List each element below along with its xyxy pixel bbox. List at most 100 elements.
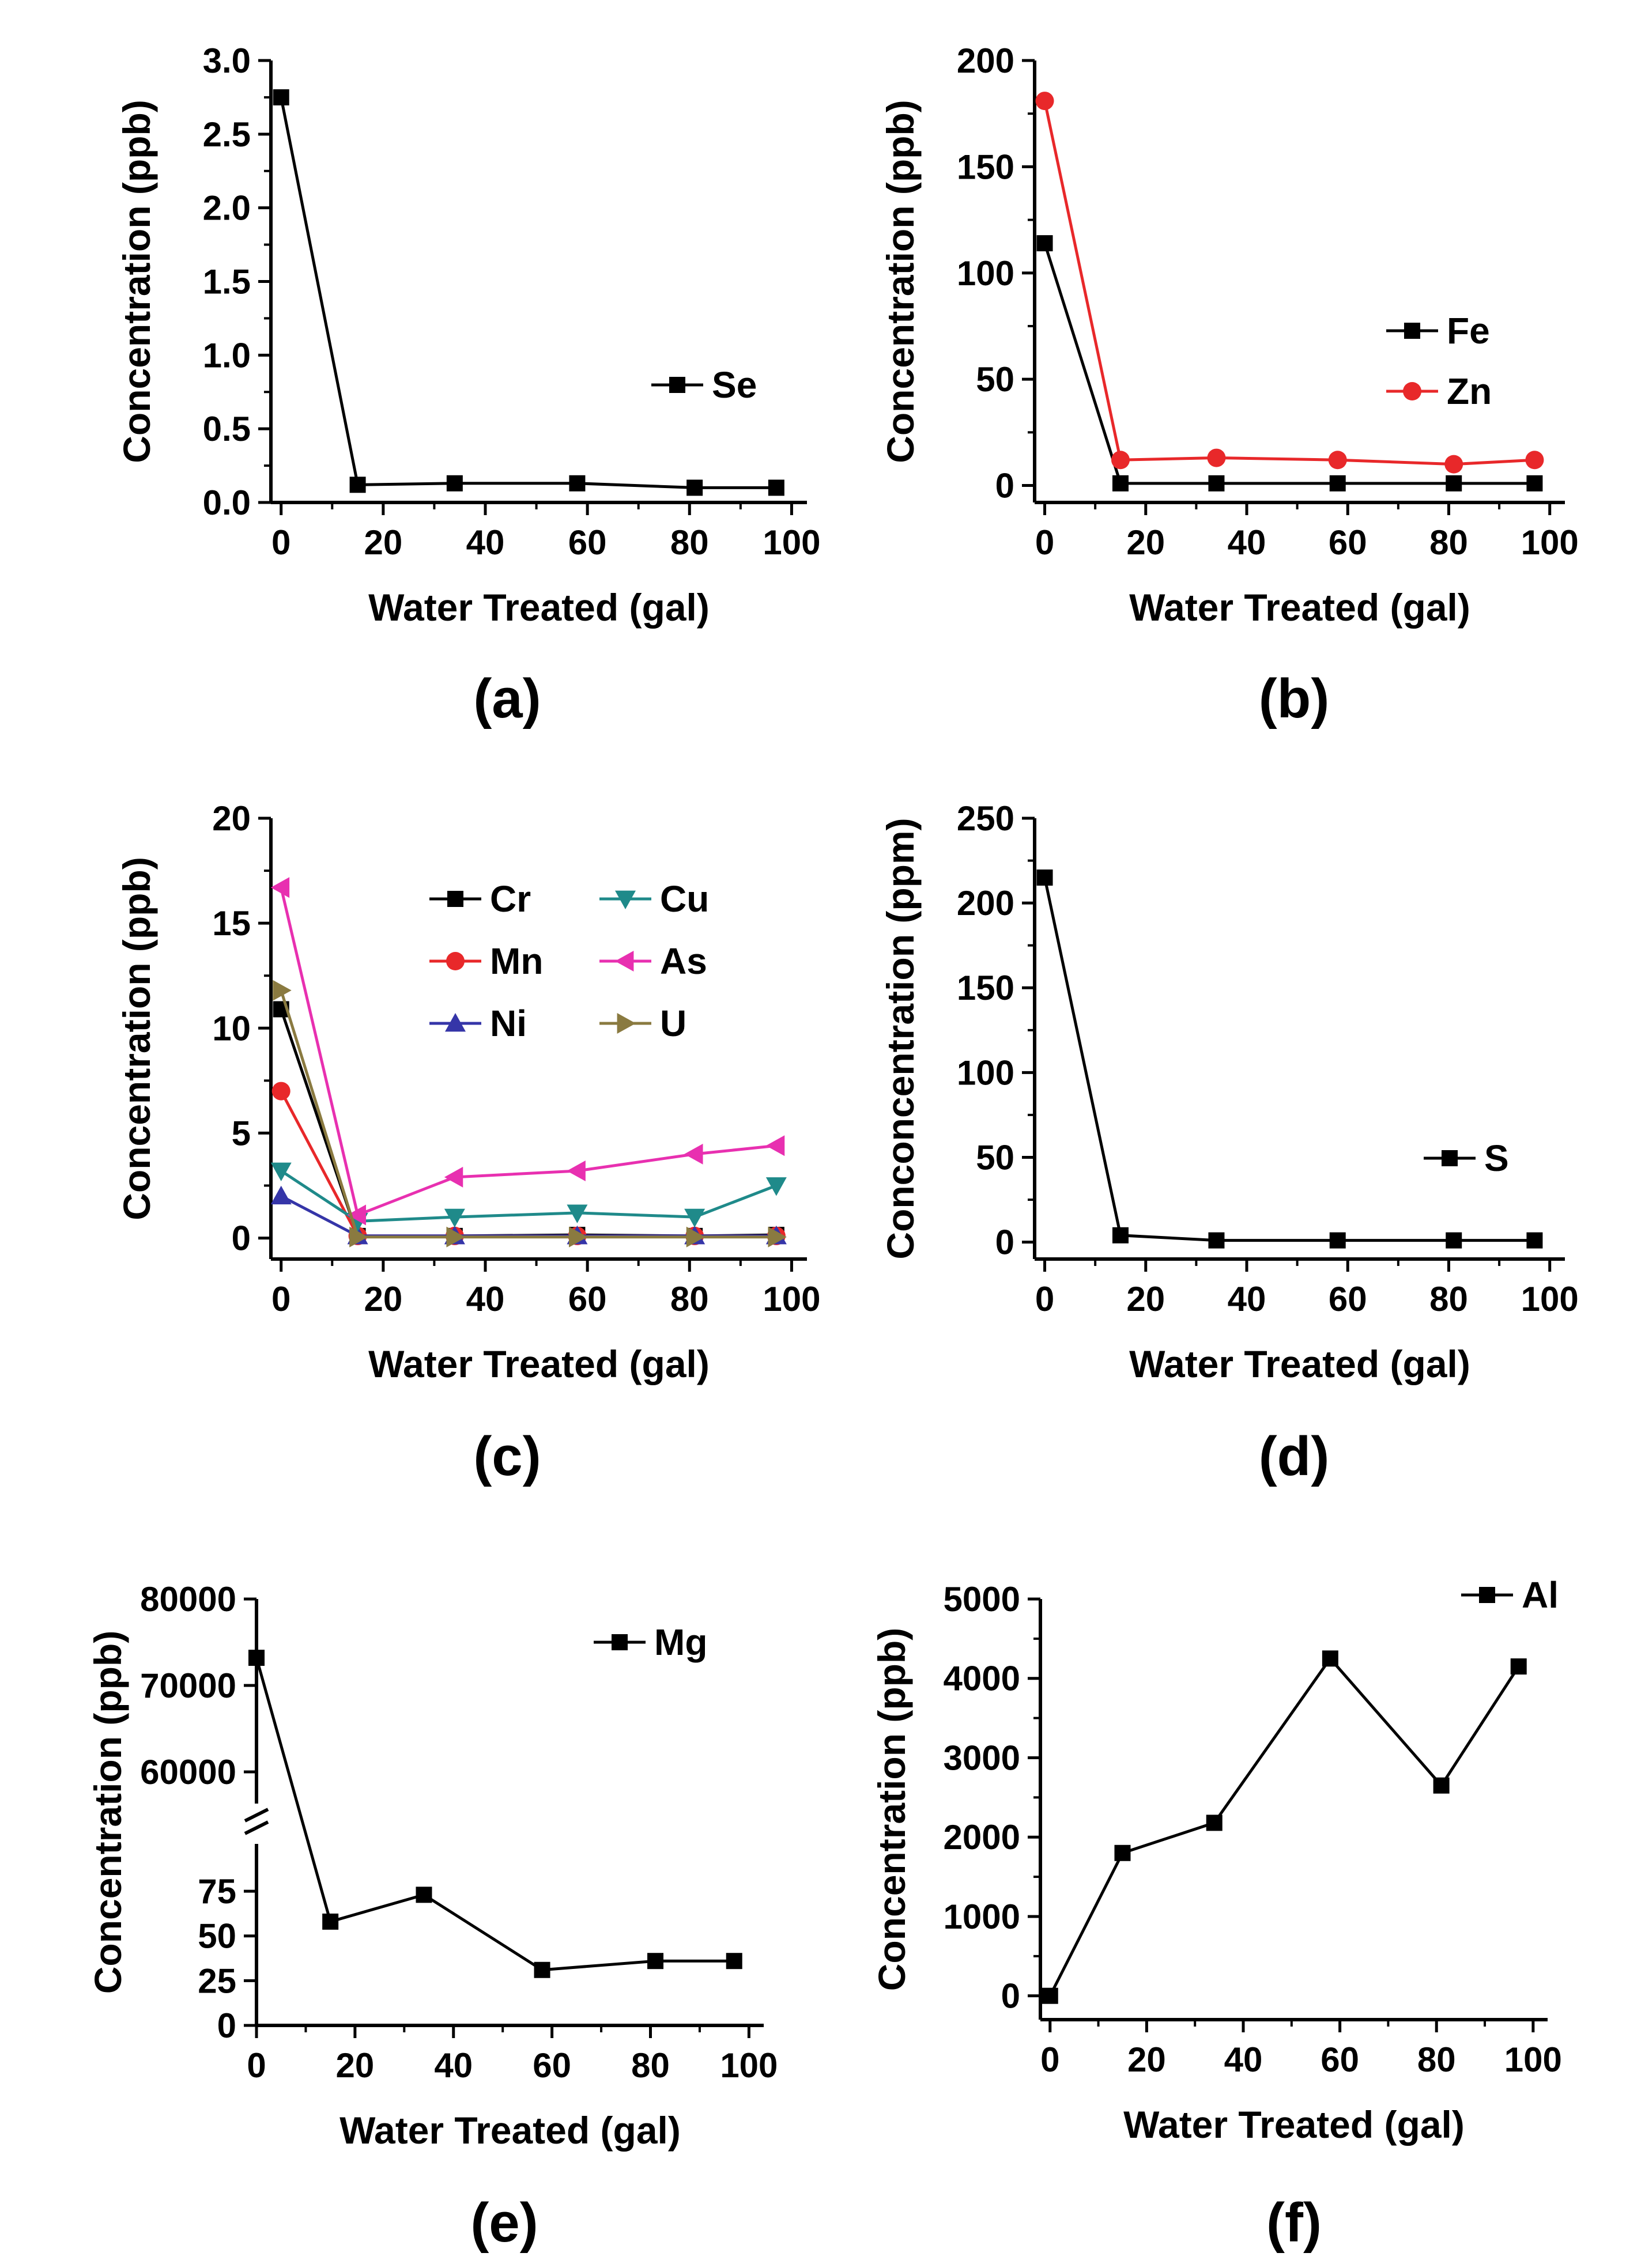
x-tick-label: 60 bbox=[568, 1280, 607, 1318]
y-axis-label: Concentration (ppb) bbox=[879, 100, 922, 463]
data-point bbox=[1526, 475, 1543, 492]
x-tick-label: 40 bbox=[466, 1280, 505, 1318]
data-point bbox=[684, 1143, 703, 1165]
series-al bbox=[1042, 1650, 1527, 2004]
y-tick-label: 0.0 bbox=[203, 483, 251, 522]
series-s bbox=[1036, 869, 1543, 1249]
x-tick-label: 20 bbox=[1126, 523, 1165, 562]
data-point bbox=[1446, 1232, 1462, 1249]
y-tick-label: 4000 bbox=[944, 1660, 1020, 1698]
y-tick-label: 200 bbox=[957, 41, 1014, 80]
x-tick-label: 40 bbox=[1224, 2040, 1263, 2079]
x-axis-label: Water Treated (gal) bbox=[368, 586, 710, 629]
series-zn bbox=[1035, 92, 1544, 474]
legend-label-mn: Mn bbox=[490, 940, 543, 982]
legend-label-al: Al bbox=[1522, 1574, 1559, 1616]
y-tick-label: 75 bbox=[198, 1872, 236, 1911]
y-tick-label: 0 bbox=[995, 1223, 1014, 1262]
legend-marker bbox=[446, 952, 465, 970]
x-tick-label: 20 bbox=[335, 2046, 374, 2085]
data-point bbox=[1206, 1815, 1223, 1831]
legend: Mg bbox=[594, 1621, 707, 1663]
data-point bbox=[444, 1166, 463, 1188]
x-tick-label: 0 bbox=[271, 1280, 291, 1318]
data-point bbox=[270, 1185, 292, 1205]
x-tick-label: 60 bbox=[1329, 523, 1367, 562]
y-tick-label: 3000 bbox=[944, 1738, 1020, 1777]
y-tick-label: 5 bbox=[232, 1114, 251, 1152]
data-point bbox=[1446, 475, 1462, 492]
series-line bbox=[280, 989, 776, 1239]
legend-label-u: U bbox=[660, 1003, 686, 1044]
data-point bbox=[1328, 451, 1347, 470]
legend: Al bbox=[1461, 1574, 1559, 1616]
x-tick-label: 0 bbox=[271, 523, 291, 562]
series-as bbox=[270, 877, 785, 1226]
y-tick-label: 100 bbox=[957, 254, 1014, 293]
data-point bbox=[1112, 475, 1129, 492]
series-line bbox=[255, 1657, 734, 1972]
y-tick-label: 0 bbox=[1001, 1977, 1020, 2016]
y-tick-label: 2.0 bbox=[203, 189, 251, 228]
data-point bbox=[270, 1162, 292, 1181]
x-tick-label: 80 bbox=[1429, 1280, 1468, 1318]
panel-label: (a) bbox=[473, 668, 541, 729]
y-axis-label: Concentration (ppb) bbox=[115, 857, 158, 1220]
x-axis-label: Water Treated (gal) bbox=[339, 2109, 681, 2152]
data-point bbox=[1433, 1777, 1450, 1794]
data-point bbox=[1111, 451, 1130, 470]
x-tick-label: 80 bbox=[670, 1280, 709, 1318]
data-point bbox=[347, 1204, 366, 1226]
y-tick-label: 1.5 bbox=[203, 263, 251, 301]
series-line bbox=[1043, 243, 1535, 485]
data-point bbox=[273, 89, 289, 105]
legend-marker bbox=[617, 1013, 636, 1034]
x-tick-label: 60 bbox=[568, 523, 607, 562]
series-mg bbox=[248, 1650, 742, 1978]
data-point bbox=[1208, 1232, 1225, 1249]
data-point bbox=[1036, 869, 1053, 886]
data-point bbox=[1322, 1650, 1338, 1667]
legend-marker bbox=[447, 891, 463, 907]
chart-d: 0 50 100 150 200 250 0 20 40 60 80 100 Water Treated… bbox=[879, 799, 1579, 1487]
x-tick-label: 40 bbox=[1228, 523, 1266, 562]
data-point bbox=[567, 1204, 588, 1223]
y-axis-label: Concentration (ppb) bbox=[86, 1631, 129, 1994]
x-axis-label: Water Treated (gal) bbox=[1123, 2103, 1465, 2146]
data-point bbox=[444, 1208, 465, 1228]
x-tick-label: 60 bbox=[1329, 1280, 1367, 1318]
y-tick-label: 150 bbox=[957, 148, 1014, 186]
data-point bbox=[446, 1226, 465, 1248]
x-tick-label: 80 bbox=[670, 523, 709, 562]
panel-label: (e) bbox=[470, 2192, 538, 2254]
x-tick-label: 40 bbox=[466, 523, 505, 562]
series-line bbox=[280, 887, 777, 1217]
x-tick-label: 100 bbox=[1521, 1280, 1579, 1318]
y-tick-label: 2000 bbox=[944, 1818, 1020, 1857]
legend-marker bbox=[445, 1013, 466, 1032]
y-tick-label: 10 bbox=[212, 1009, 251, 1048]
y-axis-label: Conconcentration (ppm) bbox=[879, 818, 922, 1259]
x-axis-label: Water Treated (gal) bbox=[368, 1343, 710, 1385]
legend: Fe Zn bbox=[1386, 310, 1492, 412]
data-point bbox=[349, 1226, 368, 1248]
legend-marker bbox=[612, 1634, 628, 1650]
data-point bbox=[446, 475, 463, 492]
series-line bbox=[1048, 1656, 1520, 1997]
data-point bbox=[1112, 1227, 1129, 1243]
legend-label-cr: Cr bbox=[490, 878, 531, 920]
axis-break-mark bbox=[244, 1820, 269, 1835]
series-line bbox=[1043, 877, 1535, 1242]
legend-label-ni: Ni bbox=[490, 1003, 527, 1044]
y-tick-label: 1.0 bbox=[203, 336, 251, 375]
y-axis-label: Concentration (ppb) bbox=[115, 100, 158, 463]
y-tick-label: 100 bbox=[957, 1053, 1014, 1092]
legend-label-zn: Zn bbox=[1447, 371, 1492, 412]
legend: Se bbox=[651, 364, 757, 406]
y-tick-label: 50 bbox=[976, 1138, 1014, 1177]
panel-label: (b) bbox=[1259, 668, 1330, 729]
series-fe bbox=[1036, 235, 1543, 492]
y-tick-label: 0.5 bbox=[203, 410, 251, 448]
x-tick-label: 20 bbox=[1127, 2040, 1166, 2079]
